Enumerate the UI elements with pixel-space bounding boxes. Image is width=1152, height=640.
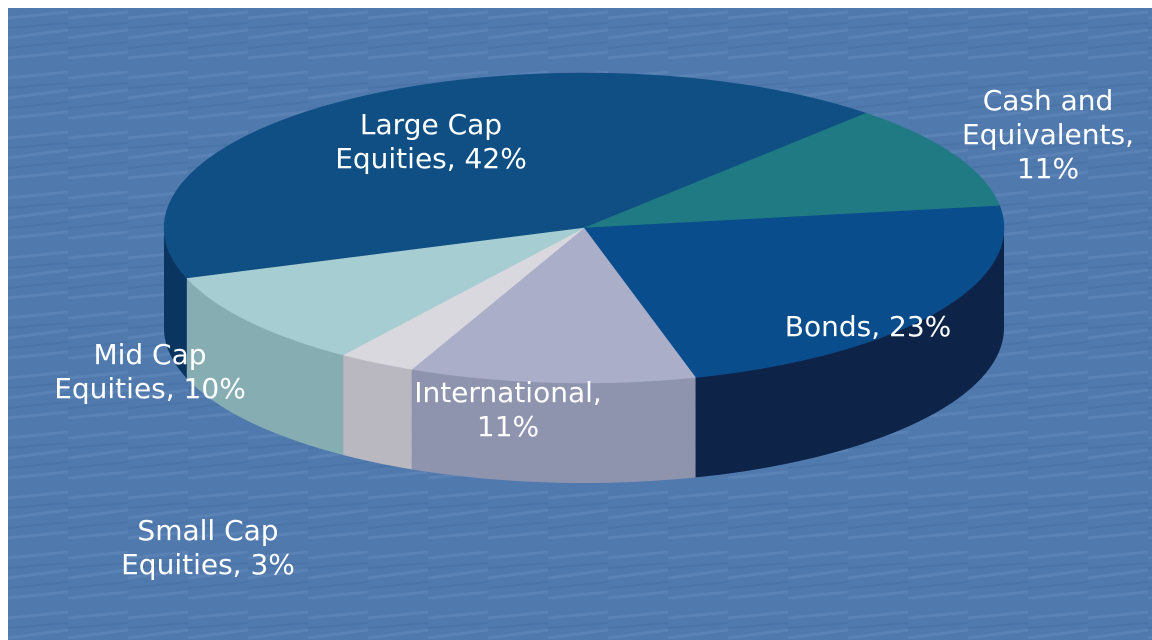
pie-side-small-cap-equities-3 [343, 354, 412, 470]
pie-side-international-11 [411, 369, 696, 483]
label-small-cap-equities: Small Cap Equities, 3% [121, 514, 295, 581]
pie-slice-mid-cap-equities-10 [186, 227, 585, 356]
pie-side-bonds-23 [695, 228, 1004, 478]
label-international: International, 11% [414, 376, 602, 443]
label-cash-and-equivalents: Cash and Equivalents, 11% [962, 84, 1134, 185]
pie-slice-bonds-23 [583, 205, 1005, 378]
pie-chart [8, 8, 1152, 640]
pie-slice-small-cap-equities-3 [342, 227, 585, 370]
pie-slice-large-cap-equities-42 [163, 72, 867, 279]
label-large-cap-equities: Large Cap Equities, 42% [335, 108, 527, 175]
label-bonds: Bonds, 23% [784, 310, 952, 343]
label-mid-cap-equities: Mid Cap Equities, 10% [54, 338, 246, 405]
chart-background: Large Cap Equities, 42% Cash and Equival… [8, 8, 1152, 640]
pie-side-mid-cap-equities-10 [186, 278, 344, 455]
pie-slice-international-11 [411, 227, 696, 384]
pie-side-large-cap-equities-42 [164, 228, 187, 379]
pie-slice-cash-and-equivalents-11 [583, 112, 1001, 229]
